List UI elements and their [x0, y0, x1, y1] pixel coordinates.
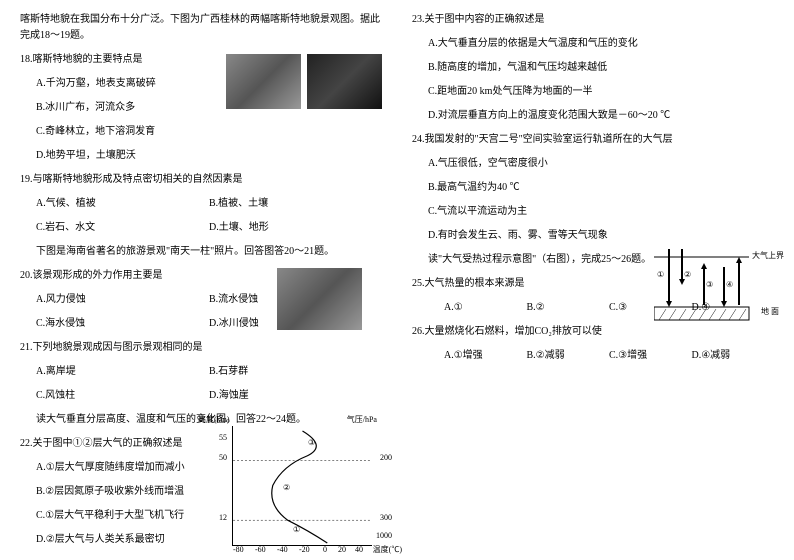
q23-stem: 23.关于图中内容的正确叙述是 [412, 12, 774, 28]
q23-a: A.大气垂直分层的依据是大气温度和气压的变化 [412, 36, 774, 52]
q20-text: 20.该景观形成的外力作用主要是 [20, 270, 163, 281]
q25-a: A.① [444, 300, 527, 316]
q19-row1: A.气候、植被 B.植被、土壤 [20, 196, 382, 212]
rock-image [277, 268, 362, 330]
diag-box: 大气上界 地 面 ① ② ③ ④ [654, 247, 784, 322]
pt1: 1000 [376, 530, 392, 543]
m2: ② [283, 482, 290, 495]
q19-row2: C.岩石、水文 D.土壤、地形 [20, 220, 382, 236]
xt7: 40 [355, 544, 363, 557]
q24-a: A.气压很低，空气密度很小 [412, 156, 774, 172]
diag-ground: 地 面 [761, 306, 779, 319]
q24-c: C.气流以平流运动为主 [412, 204, 774, 220]
q21-stem: 21.下列地貌景观成因与图示景观相同的是 [20, 340, 382, 356]
q20-a: A.风力侵蚀 [36, 292, 209, 308]
q19-b: B.植被、土壤 [209, 196, 382, 212]
diag-top: 大气上界 [752, 250, 784, 263]
plabel: 气压/hPa [347, 414, 377, 427]
q26-opts: A.①增强 B.②减弱 C.③增强 D.④减弱 [412, 348, 774, 364]
q19-a: A.气候、植被 [36, 196, 209, 212]
q21-a: A.离岸堤 [36, 364, 209, 380]
left-column: 喀斯特地貌在我国分布十分广泛。下图为广西桂林的两幅喀斯特地貌景观图。据此完成18… [20, 12, 382, 548]
karst-image-1 [226, 54, 301, 109]
dm4: ④ [726, 279, 733, 292]
xlabel: 温度(℃) [373, 544, 402, 557]
q23-d: D.对流层垂直方向上的温度变化范围大致是－60～20 ℃ [412, 108, 774, 124]
q21-d: D.海蚀崖 [209, 388, 382, 404]
xt6: 20 [338, 544, 346, 557]
q19-d: D.土壤、地形 [209, 220, 382, 236]
intro25-text: 读"大气受热过程示意图"（右图），完成25～26题。 [428, 254, 651, 265]
q22-text: 22.关于图中①②层大气的正确叙述是 [20, 438, 183, 449]
q18-text: 18.喀斯特地貌的主要特点是 [20, 54, 143, 65]
xt2: -60 [255, 544, 266, 557]
dm1: ① [657, 269, 664, 282]
q18-stem: 18.喀斯特地貌的主要特点是 [20, 52, 382, 68]
intro-20: 下图是海南省著名的旅游景观"南天一柱"照片。回答图答20～21题。 [20, 244, 382, 260]
intro-text: 喀斯特地貌在我国分布十分广泛。下图为广西桂林的两幅喀斯特地貌景观图。据此完成18… [20, 14, 380, 41]
q18-c: C.奇峰林立，地下溶洞发育 [20, 124, 382, 140]
rock-image-wrap [277, 268, 362, 336]
q21-b: B.石芽群 [209, 364, 382, 380]
chart-box: 高度(km) 气压/hPa 温度(℃) 12 50 55 300 1000 20… [232, 426, 372, 546]
karst-image-2 [307, 54, 382, 109]
q24-d: D.有时会发生云、雨、雾、雪等天气现象 [412, 228, 774, 244]
yt2: 50 [219, 452, 227, 465]
q18-d: D.地势平坦，土壤肥沃 [20, 148, 382, 164]
q20-c: C.海水侵蚀 [36, 316, 209, 332]
karst-images [226, 54, 382, 109]
q24-stem: 24.我国发射的"天宫二号"空间实验室运行轨道所在的大气层 [412, 132, 774, 148]
q26-stem: 26.大量燃烧化石燃料，增加CO₂排放可以使 [412, 324, 774, 340]
m3: ③ [308, 437, 315, 450]
xt4: -20 [299, 544, 310, 557]
xt1: -80 [233, 544, 244, 557]
q21-row1: A.离岸堤 B.石芽群 [20, 364, 382, 380]
q22-stem: 22.关于图中①②层大气的正确叙述是 高度(km) 气压/hPa 温度(℃) 1… [20, 436, 382, 452]
xt3: -40 [277, 544, 288, 557]
pt2: 300 [380, 512, 392, 525]
xt5: 0 [323, 544, 327, 557]
pt3: 200 [380, 452, 392, 465]
intro-25: 读"大气受热过程示意图"（右图），完成25～26题。 [412, 252, 774, 268]
m1: ① [293, 524, 300, 537]
right-column: 23.关于图中内容的正确叙述是 A.大气垂直分层的依据是大气温度和气压的变化 B… [412, 12, 774, 548]
ylabel: 高度(km) [198, 414, 230, 427]
heat-diagram: 大气上界 地 面 ① ② ③ ④ [654, 247, 784, 322]
q24-b: B.最高气温约为40 ℃ [412, 180, 774, 196]
q26-d: D.④减弱 [692, 348, 775, 364]
q19-stem: 19.与喀斯特地貌形成及特点密切相关的自然因素是 [20, 172, 382, 188]
intro-18: 喀斯特地貌在我国分布十分广泛。下图为广西桂林的两幅喀斯特地貌景观图。据此完成18… [20, 12, 382, 44]
atmosphere-chart: 高度(km) 气压/hPa 温度(℃) 12 50 55 300 1000 20… [232, 426, 372, 546]
yt3: 55 [219, 432, 227, 445]
q20-stem: 20.该景观形成的外力作用主要是 [20, 268, 382, 284]
chart-svg [233, 426, 372, 545]
q26-b: B.②减弱 [527, 348, 610, 364]
q21-c: C.风蚀柱 [36, 388, 209, 404]
q19-c: C.岩石、水文 [36, 220, 209, 236]
q21-row2: C.风蚀柱 D.海蚀崖 [20, 388, 382, 404]
dm3: ③ [706, 279, 713, 292]
dm2: ② [684, 269, 691, 282]
q23-c: C.距地面20 km处气压降为地面的一半 [412, 84, 774, 100]
q25-b: B.② [527, 300, 610, 316]
q26-c: C.③增强 [609, 348, 692, 364]
q26-a: A.①增强 [444, 348, 527, 364]
q23-b: B.随高度的增加，气温和气压均越来越低 [412, 60, 774, 76]
yt1: 12 [219, 512, 227, 525]
